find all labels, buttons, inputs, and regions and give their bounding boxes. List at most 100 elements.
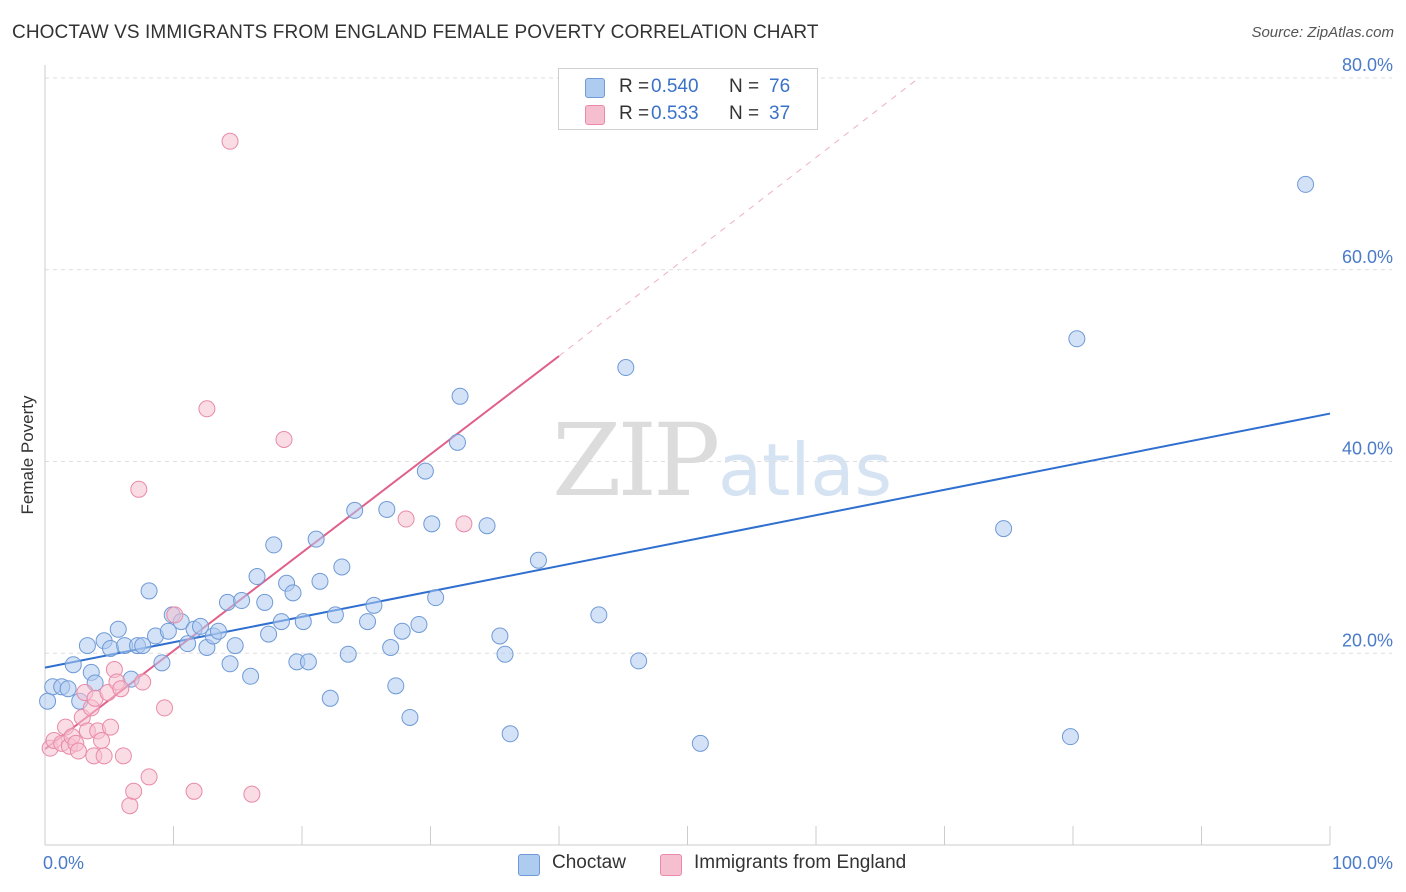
choctaw-point: [260, 625, 278, 643]
correlation-legend: R = 0.540 N = 76 R = 0.533 N = 37: [558, 68, 818, 130]
choctaw-point: [496, 645, 514, 663]
choctaw-point: [393, 622, 411, 640]
choctaw-point: [134, 637, 152, 655]
bottom-legend-label: Immigrants from England: [694, 852, 907, 873]
choctaw-point: [1068, 330, 1086, 348]
legend-swatch-blue: [585, 78, 605, 98]
data-points: [39, 132, 1315, 815]
england-point: [112, 680, 130, 698]
choctaw-point: [416, 462, 434, 480]
choctaw-point: [153, 654, 171, 672]
bottom-legend-swatch-blue: [518, 854, 540, 876]
legend-n-value: 76: [769, 76, 791, 97]
x-tick-label: 0.0%: [43, 853, 84, 873]
england-point: [95, 747, 113, 765]
legend-swatch-pink: [585, 105, 605, 125]
choctaw-point: [378, 500, 396, 518]
england-point: [114, 747, 132, 765]
bottom-legend-swatch-pink: [660, 854, 682, 876]
choctaw-point: [218, 593, 236, 611]
choctaw-point: [284, 584, 302, 602]
england-trend-extension: [558, 77, 920, 357]
choctaw-point: [140, 582, 158, 600]
choctaw-point: [630, 652, 648, 670]
england-point: [69, 742, 87, 760]
choctaw-point: [590, 606, 608, 624]
choctaw-point: [529, 551, 547, 569]
legend-r-value: 0.533: [651, 103, 699, 124]
choctaw-point: [359, 613, 377, 631]
choctaw-point: [294, 613, 312, 631]
choctaw-point: [382, 638, 400, 656]
choctaw-point: [339, 645, 357, 663]
y-tick-label: 60.0%: [1342, 247, 1393, 267]
england-point: [198, 400, 216, 418]
england-point: [156, 699, 174, 717]
choctaw-point: [410, 615, 428, 633]
chart-title: CHOCTAW VS IMMIGRANTS FROM ENGLAND FEMAL…: [12, 22, 819, 43]
choctaw-point: [346, 501, 364, 519]
y-tick-label: 40.0%: [1342, 439, 1393, 459]
england-point: [397, 510, 415, 528]
choctaw-point: [387, 677, 405, 695]
source-label: Source: ZipAtlas.com: [1251, 24, 1394, 41]
choctaw-point: [501, 725, 519, 743]
england-point: [93, 731, 111, 749]
choctaw-point: [1061, 728, 1079, 746]
choctaw-point: [226, 637, 244, 655]
choctaw-point: [691, 734, 709, 752]
choctaw-point: [256, 593, 274, 611]
tick-labels: 20.0% 40.0% 60.0% 80.0% 0.0% 100.0%: [43, 55, 1393, 873]
choctaw-point: [333, 558, 351, 576]
choctaw-point: [321, 689, 339, 707]
england-point: [102, 718, 120, 736]
choctaw-point: [401, 708, 419, 726]
choctaw-point: [59, 680, 77, 698]
legend-n-label: N =: [729, 103, 760, 124]
england-point: [275, 430, 293, 448]
choctaw-point: [448, 433, 466, 451]
choctaw-point: [423, 515, 441, 533]
england-point: [134, 673, 152, 691]
choctaw-point: [478, 517, 496, 535]
choctaw-point: [272, 613, 290, 631]
choctaw-point: [299, 653, 317, 671]
choctaw-point: [159, 622, 177, 640]
y-tick-label: 20.0%: [1342, 630, 1393, 650]
legend-r-value: 0.540: [651, 76, 699, 97]
watermark-zip: ZIP: [552, 402, 720, 519]
england-point: [130, 480, 148, 498]
legend-n-label: N =: [729, 76, 760, 97]
england-point: [221, 132, 239, 150]
england-point: [243, 785, 261, 803]
choctaw-point: [39, 692, 57, 710]
choctaw-point: [617, 359, 635, 377]
england-point: [166, 606, 184, 624]
legend-r-label: R =: [619, 103, 650, 124]
axes: [44, 65, 1331, 846]
x-tick-label: 100.0%: [1332, 853, 1393, 873]
grid-lines: [45, 77, 1392, 654]
choctaw-point: [179, 635, 197, 653]
england-point: [140, 768, 158, 786]
choctaw-point: [311, 572, 329, 590]
legend-r-label: R =: [619, 76, 650, 97]
choctaw-point: [248, 568, 266, 586]
choctaw-point: [102, 639, 120, 657]
choctaw-point: [451, 387, 469, 405]
choctaw-point: [221, 655, 239, 673]
choctaw-point: [365, 596, 383, 614]
england-point: [185, 782, 203, 800]
choctaw-point: [78, 637, 96, 655]
england-point: [125, 782, 143, 800]
choctaw-point: [326, 606, 344, 624]
england-point: [121, 797, 139, 815]
choctaw-point: [1297, 175, 1315, 193]
choctaw-point: [491, 627, 509, 645]
choctaw-point: [209, 622, 227, 640]
bottom-legend-label: Choctaw: [552, 852, 626, 873]
y-axis-label: Female Poverty: [18, 395, 37, 515]
choctaw-point: [427, 589, 445, 607]
choctaw-point: [233, 592, 251, 610]
